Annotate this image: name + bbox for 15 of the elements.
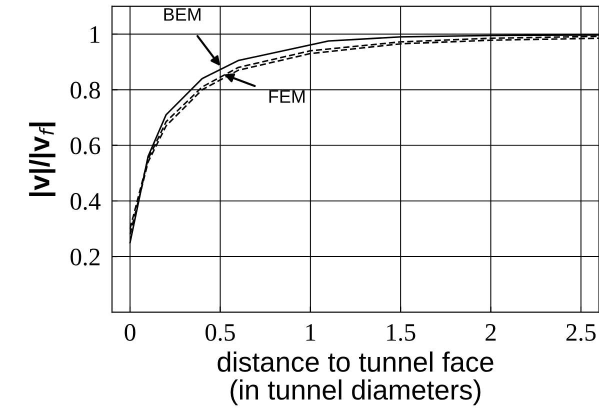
y-tick-label: 0.6 [70,137,100,154]
x-axis-title: distance to tunnel face (in tunnel diameters) [218,351,494,406]
x-tick-label: 1.5 [387,324,416,341]
x-tick-label: 2 [486,324,496,341]
y-tick-label: 1 [90,26,100,43]
x-tick-label: 0.5 [206,324,235,341]
y-tick-label: 0.4 [70,192,101,210]
x-tick-label: 1 [306,324,316,341]
y-tick-label: 0.8 [70,82,100,99]
x-tick-label: 2.5 [566,324,596,341]
y-tick-label: 0.2 [70,248,100,266]
y-axis-title: |v|/|v$_{f}$| [29,122,56,196]
annotation: BEM [164,8,200,21]
x-tick-label: 0 [124,324,136,341]
annotation: FEM [269,90,305,103]
